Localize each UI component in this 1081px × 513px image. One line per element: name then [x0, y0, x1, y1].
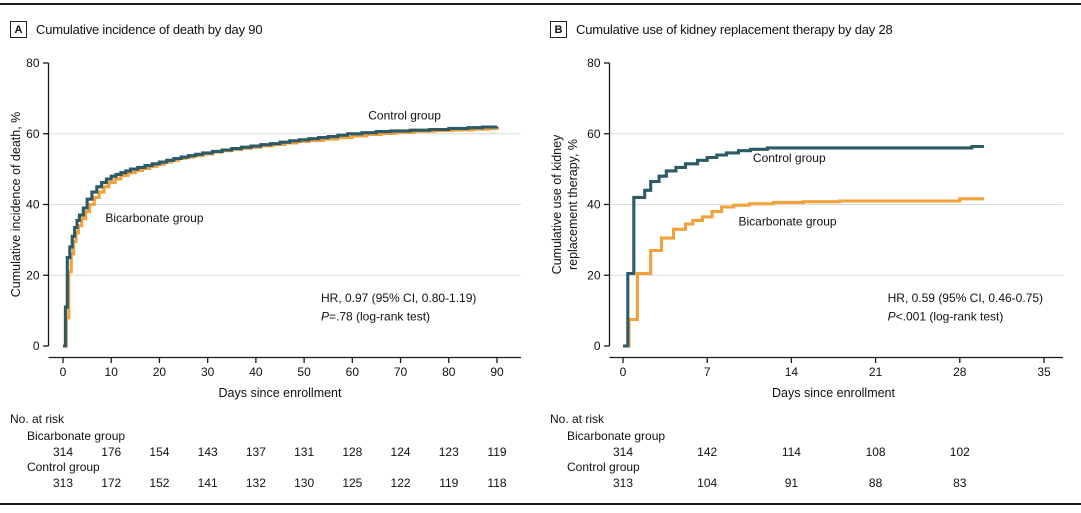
- x-tick-label: 80: [442, 365, 456, 379]
- control-group-label: Control group: [368, 109, 441, 123]
- risk-value: 88: [868, 476, 883, 490]
- bicarbonate-group-label: Bicarbonate group: [738, 215, 836, 229]
- panel-a-chart: 0 20 40 60 80 0 10 20 30 40 50 60 70 80 90 Control grou…: [9, 56, 521, 400]
- panel-b-letter-badge: B: [550, 21, 567, 38]
- bottom-rule: [0, 503, 1081, 505]
- x-tick-label: 35: [1037, 365, 1051, 379]
- risk-value: 118: [487, 476, 507, 490]
- risk-value: 131: [294, 445, 315, 459]
- risk-value: 172: [101, 476, 122, 490]
- risk-value: 91: [784, 476, 799, 490]
- x-tick-label: 21: [869, 365, 883, 379]
- y-tick-label: 40: [587, 198, 601, 212]
- risk-value: 314: [612, 445, 634, 459]
- risk-value: 130: [294, 476, 315, 490]
- x-tick-label: 30: [201, 365, 215, 379]
- risk-value: 176: [101, 445, 122, 459]
- bicarbonate-group-curve: [623, 197, 984, 348]
- hr-annotation: HR, 0.59 (95% CI, 0.46-0.75): [888, 291, 1043, 305]
- risk-value: 132: [245, 476, 266, 490]
- risk-value: 83: [953, 476, 967, 490]
- y-axis-title: replacement therapy, %: [566, 139, 580, 270]
- hr-annotation: HR, 0.97 (95% CI, 0.80-1.19): [321, 291, 476, 305]
- y-axis-title: Cumulative use of kidney: [550, 134, 564, 274]
- y-tick-label: 80: [26, 56, 40, 70]
- y-tick-label: 60: [26, 127, 40, 141]
- panel-a-header: A Cumulative incidence of death by day 9…: [10, 21, 263, 38]
- risk-value: 142: [697, 445, 718, 459]
- x-tick-label: 0: [60, 365, 67, 379]
- p-value-annotation: P=.78 (log-rank test): [321, 310, 430, 324]
- x-tick-label: 28: [953, 365, 967, 379]
- x-tick-label: 90: [490, 365, 504, 379]
- y-tick-label: 0: [594, 339, 601, 353]
- y-tick-label: 80: [587, 56, 601, 70]
- risk-value: 313: [612, 476, 634, 490]
- y-axis-title: Cumulative incidence of death, %: [9, 112, 23, 298]
- risk-value: 314: [52, 445, 74, 459]
- panel-a: A Cumulative incidence of death by day 9…: [0, 0, 540, 513]
- risk-value: 114: [781, 445, 801, 459]
- x-tick-label: 60: [346, 365, 360, 379]
- risk-value: 137: [245, 445, 266, 459]
- panel-b-title: Cumulative use of kidney replacement the…: [576, 22, 893, 37]
- risk-value: 108: [865, 445, 886, 459]
- x-tick-label: 0: [620, 365, 627, 379]
- y-tick-label: 20: [587, 268, 601, 282]
- control-group-curve: [63, 125, 499, 348]
- panel-b: B Cumulative use of kidney replacement t…: [540, 0, 1081, 513]
- x-tick-label: 7: [704, 365, 711, 379]
- panel-b-chart: 0 20 40 60 80 0 7 14 21 28 35 Control group Bicarbon…: [550, 56, 1063, 400]
- risk-value: 124: [390, 445, 411, 459]
- risk-row-label-bicarbonate-group: Bicarbonate group: [27, 429, 126, 443]
- risk-value: 154: [149, 445, 170, 459]
- x-tick-label: 50: [297, 365, 311, 379]
- panel-a-letter-badge: A: [10, 21, 27, 38]
- risk-value: 313: [52, 476, 74, 490]
- y-tick-label: 20: [26, 268, 40, 282]
- top-rule: [0, 3, 1081, 5]
- risk-value: 128: [342, 445, 363, 459]
- risk-row-label-bicarbonate-group: Bicarbonate group: [567, 429, 666, 443]
- risk-table-heading: No. at risk: [10, 412, 65, 426]
- control-group-label: Control group: [753, 151, 826, 165]
- x-tick-label: 14: [785, 365, 799, 379]
- bicarbonate-group-label: Bicarbonate group: [105, 211, 203, 225]
- p-value-annotation: P<.001 (log-rank test): [888, 310, 1004, 324]
- y-tick-label: 60: [587, 127, 601, 141]
- risk-row-label-control-group: Control group: [27, 460, 100, 474]
- risk-value: 119: [487, 445, 507, 459]
- risk-value: 102: [949, 445, 970, 459]
- risk-value: 119: [439, 476, 459, 490]
- panel-a-title: Cumulative incidence of death by day 90: [36, 22, 263, 37]
- x-tick-label: 40: [249, 365, 263, 379]
- y-tick-label: 0: [33, 339, 40, 353]
- risk-value: 152: [149, 476, 170, 490]
- bicarbonate-group-curve: [63, 126, 499, 348]
- risk-value: 123: [438, 445, 459, 459]
- risk-value: 125: [342, 476, 363, 490]
- control-group-curve: [623, 144, 984, 348]
- risk-table-heading: No. at risk: [550, 412, 605, 426]
- x-tick-label: 10: [105, 365, 119, 379]
- risk-row-label-control-group: Control group: [567, 460, 640, 474]
- risk-value: 143: [197, 445, 218, 459]
- risk-value: 141: [197, 476, 218, 490]
- x-axis-title: Days since enrollment: [219, 386, 342, 400]
- x-axis-title: Days since enrollment: [772, 386, 895, 400]
- panel-b-header: B Cumulative use of kidney replacement t…: [550, 21, 893, 38]
- x-tick-label: 20: [153, 365, 167, 379]
- x-tick-label: 70: [394, 365, 408, 379]
- risk-value: 122: [390, 476, 411, 490]
- risk-value: 104: [697, 476, 718, 490]
- y-tick-label: 40: [26, 198, 40, 212]
